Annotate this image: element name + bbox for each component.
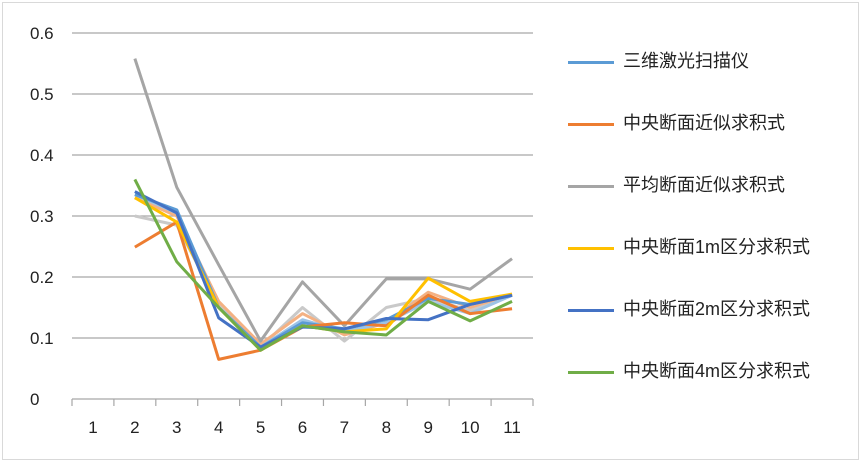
x-tick-label: 2 bbox=[130, 418, 139, 437]
y-tick-label: 0 bbox=[30, 390, 39, 409]
legend-item: 平均断面近似求积式 bbox=[566, 168, 856, 230]
x-tick-label: 10 bbox=[461, 418, 480, 437]
y-tick-label: 0.3 bbox=[30, 207, 54, 226]
series-line-2 bbox=[133, 58, 513, 343]
x-tick-label: 1 bbox=[88, 418, 97, 437]
y-tick-label: 0.2 bbox=[30, 268, 54, 287]
x-tick-label: 8 bbox=[382, 418, 391, 437]
y-tick-label: 0.5 bbox=[30, 85, 54, 104]
y-tick-label: 0.6 bbox=[30, 24, 54, 43]
x-tick-label: 9 bbox=[423, 418, 432, 437]
legend-label: 中央断面1m区分求积式 bbox=[623, 237, 811, 257]
legend-label: 中央断面近似求积式 bbox=[623, 113, 785, 133]
x-tick-label: 6 bbox=[298, 418, 307, 437]
legend-item: 中央断面近似求积式 bbox=[566, 106, 856, 168]
x-tick-label: 3 bbox=[172, 418, 181, 437]
x-tick-label: 11 bbox=[503, 418, 521, 437]
legend-swatch bbox=[568, 371, 614, 374]
legend-label: 中央断面4m区分求积式 bbox=[623, 361, 811, 381]
legend-item: 中央断面4m区分求积式 bbox=[566, 354, 856, 416]
x-tick-label: 7 bbox=[340, 418, 349, 437]
legend-label: 平均断面近似求积式 bbox=[623, 175, 785, 195]
legend-item: 三维激光扫描仪 bbox=[566, 44, 856, 106]
series-line-1 bbox=[134, 220, 513, 361]
legend-swatch bbox=[568, 123, 614, 126]
x-tick-label: 5 bbox=[256, 418, 265, 437]
y-tick-label: 0.1 bbox=[30, 329, 54, 348]
legend-swatch bbox=[568, 61, 614, 64]
legend-swatch bbox=[568, 309, 614, 312]
legend-item: 中央断面1m区分求积式 bbox=[566, 230, 856, 292]
legend-label: 中央断面2m区分求积式 bbox=[623, 299, 811, 319]
legend-swatch bbox=[568, 247, 614, 250]
series-line-5 bbox=[133, 178, 513, 352]
legend-label: 三维激光扫描仪 bbox=[623, 51, 749, 71]
x-tick-label: 4 bbox=[214, 418, 223, 437]
legend-item: 中央断面2m区分求积式 bbox=[566, 292, 856, 354]
y-tick-label: 0.4 bbox=[30, 146, 54, 165]
legend: 三维激光扫描仪中央断面近似求积式 平均断面近似求积式中央断面1m区分求积式 中央断面… bbox=[566, 44, 856, 416]
legend-swatch bbox=[568, 185, 614, 188]
